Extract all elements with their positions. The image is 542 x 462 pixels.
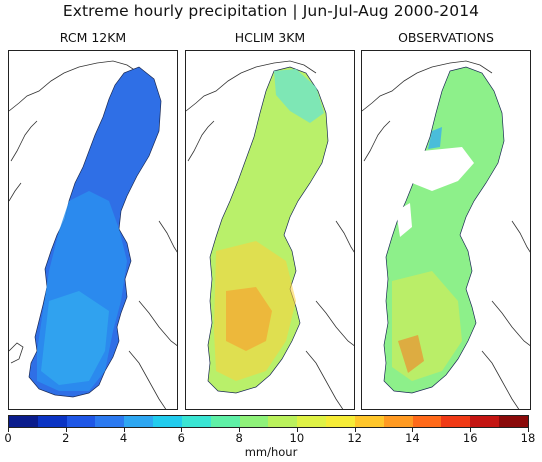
colorbar-tick-label: 8 [235,431,243,445]
cyan-north [274,69,324,123]
colorbar-segment [383,416,413,427]
colorbar-tick [65,428,67,432]
colorbar-segment [9,416,38,427]
panel-title-observations: OBSERVATIONS [398,30,494,45]
cyan-patches [41,291,109,385]
panel-title-hclim: HCLIM 3KM [234,30,306,45]
colorbar-tick-label: 12 [347,431,362,445]
sweden-region [383,66,505,394]
colorbar-unit-label: mm/hour [244,445,298,459]
colorbar-tick [8,428,9,432]
colorbar-segment [124,416,154,427]
colorbar-segment [210,416,240,427]
colorbar-tick-label: 10 [289,431,305,445]
colorbar-tick [412,428,414,432]
panel-title-rcm: RCM 12KM [59,30,127,45]
colorbar-tick-label: 14 [405,431,420,445]
colorbar-segment [268,416,298,427]
colorbar-segment [326,416,355,427]
colorbar-tick-label: 4 [119,431,128,445]
orange-patches [226,287,272,351]
colorbar-tick-label: 16 [462,431,478,445]
missing-data-area [412,147,474,191]
coastlines [186,60,354,409]
colorbar-tick-label: 6 [177,431,185,445]
colorbar-tick [470,428,472,432]
colorbar-segment [181,416,211,427]
yellow-south [214,241,296,381]
colorbar-segment [153,416,182,427]
colorbar-tick-label: 0 [4,431,12,445]
colorbar-segment [354,416,384,427]
blue-patches [428,127,442,149]
colorbar-tick-label: 2 [62,431,70,445]
colorbar-tick [528,428,529,432]
colorbar-tick [181,428,183,432]
colorbar-segment [239,416,269,427]
map-hclim [186,60,354,409]
map-observations [362,60,530,409]
colorbar-tick-label: 18 [520,431,536,445]
colorbar-segment [37,416,67,427]
colorbar-segment [441,416,471,427]
map-panel-hclim [185,50,355,410]
colorbar-segment [499,416,528,427]
colorbar-segment [412,416,442,427]
colorbar-tick [123,428,125,432]
colorbar-segment [66,416,96,427]
coastlines [362,60,530,409]
figure-title: Extreme hourly precipitation | Jun-Jul-A… [62,2,480,20]
orange-patches [398,335,424,373]
colorbar [8,415,529,428]
missing-data-area [396,203,412,237]
colorbar-tick [354,428,356,432]
colorbar-segment [95,416,125,427]
map-panel-rcm [8,50,178,410]
colorbar-tick [296,428,298,432]
colorbar-tick [239,428,241,432]
colorbar-segment [297,416,327,427]
coastlines [9,60,177,409]
colorbar-segment [470,416,500,427]
map-panel-observations [361,50,531,410]
map-rcm [9,60,177,409]
